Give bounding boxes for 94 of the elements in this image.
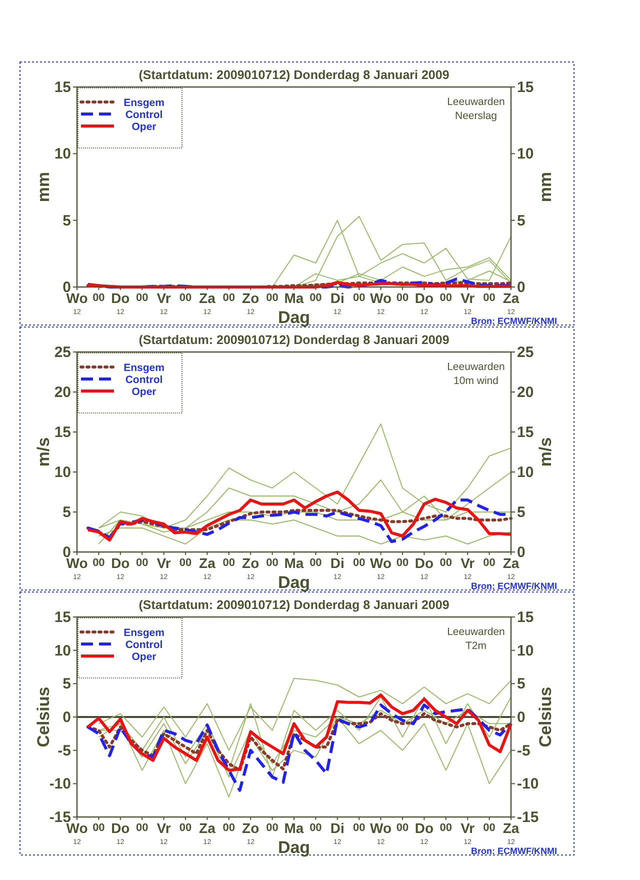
x-tick-label: 00 xyxy=(222,292,236,304)
legend-label: Control xyxy=(125,374,163,386)
y2-tick-label: -5 xyxy=(517,742,530,760)
y-tick-label: 5 xyxy=(62,676,71,693)
y-tick-label: 15 xyxy=(54,609,71,626)
y2-tick-label: 0 xyxy=(517,709,526,726)
y-tick-label: -5 xyxy=(58,742,71,760)
x-tick-label: 00 xyxy=(483,292,496,304)
y2-tick-label: 20 xyxy=(517,384,534,401)
legend-label: Oper xyxy=(132,651,156,663)
x-tick-label: 00 xyxy=(179,822,192,834)
legend-label: Ensgem xyxy=(124,362,164,374)
y-tick-label: 20 xyxy=(54,384,71,401)
y-tick-label: -10 xyxy=(49,776,71,793)
x-tick-label: 00 xyxy=(352,822,366,834)
x-axis-title: Dag xyxy=(278,308,310,327)
y2-tick-label: 15 xyxy=(517,79,534,96)
x-tick-label: 00 xyxy=(266,822,278,834)
x-tick-label: 00 xyxy=(483,557,496,569)
x-tick-label: 00 xyxy=(222,557,236,569)
x-tick-label: 00 xyxy=(266,292,278,304)
y2-tick-label: 10 xyxy=(517,146,534,163)
annotation: Leeuwarden xyxy=(447,361,506,373)
x-tick-label: 00 xyxy=(92,292,105,304)
x-tick-label: 00 xyxy=(440,292,452,304)
x-tick-label: 00 xyxy=(396,557,409,569)
y2-tick-label: 15 xyxy=(517,609,534,626)
x-tick-label: 00 xyxy=(136,292,148,304)
y2-tick-label: 15 xyxy=(517,424,534,441)
legend-label: Oper xyxy=(132,121,156,133)
x-tick-label: 00 xyxy=(483,822,496,834)
y2-tick-label: 5 xyxy=(517,212,526,230)
y-tick-label: 15 xyxy=(54,79,71,96)
x-tick-label: 00 xyxy=(310,292,322,304)
legend-label: Control xyxy=(125,639,163,651)
x-tick-label: 00 xyxy=(179,292,192,304)
y-tick-label: 5 xyxy=(62,212,71,230)
annotation: T2m xyxy=(466,640,487,652)
y-tick-label: 10 xyxy=(54,464,71,481)
x-tick-label: 00 xyxy=(136,557,148,569)
y-tick-label: 0 xyxy=(62,709,71,726)
y-tick-label: 25 xyxy=(54,344,71,361)
y-tick-label: 10 xyxy=(54,146,71,163)
y-axis-title: m/s xyxy=(34,437,53,467)
x-tick-label: 00 xyxy=(310,822,322,834)
y2-tick-label: -15 xyxy=(517,809,539,826)
x-tick-label: 00 xyxy=(222,822,236,834)
x-tick-label: 00 xyxy=(440,557,452,569)
y2-tick-label: -10 xyxy=(517,776,539,793)
x-tick-label: 00 xyxy=(352,292,366,304)
y2-tick-label: 10 xyxy=(517,464,534,481)
y-tick-label: 10 xyxy=(54,642,71,660)
x-tick-label: Ma xyxy=(284,290,304,306)
text: Bron: ECMWF/KNMI xyxy=(471,581,557,591)
y-tick-label: 5 xyxy=(62,504,71,521)
x-tick-label: 00 xyxy=(92,557,105,569)
chart-title: (Startdatum: 2009010712) Donderdag 8 Januari 2009 xyxy=(138,598,450,612)
x-tick-label: 00 xyxy=(396,292,409,304)
annotation: Leeuwarden xyxy=(447,96,506,108)
x-axis-title: Dag xyxy=(278,573,310,592)
annotation: 10m wind xyxy=(454,375,499,387)
chart-title: (Startdatum: 2009010712) Donderdag 8 Januari 2009 xyxy=(138,333,450,347)
x-axis-title: Dag xyxy=(278,838,310,857)
y2-tick-label: 5 xyxy=(517,676,526,693)
annotation: Leeuwarden xyxy=(447,626,506,638)
x-tick-label: Ma xyxy=(284,555,304,571)
y2-axis-title: Celsius xyxy=(536,686,555,748)
x-tick-label: 00 xyxy=(310,557,322,569)
legend-label: Control xyxy=(125,109,163,121)
annotation: Neerslag xyxy=(454,110,498,122)
y-axis-title: Celsius xyxy=(34,686,53,748)
text: Bron: ECMWF/KNMI xyxy=(471,846,557,856)
y2-axis-title: m/s xyxy=(536,437,555,467)
legend-label: Oper xyxy=(132,386,156,398)
x-tick-label: Ma xyxy=(284,820,304,836)
y2-tick-label: 0 xyxy=(517,279,526,296)
y2-tick-label: 5 xyxy=(517,504,526,521)
x-tick-label: 00 xyxy=(396,822,409,834)
legend-label: Ensgem xyxy=(124,97,164,109)
x-tick-label: 00 xyxy=(136,822,148,834)
y2-tick-label: 10 xyxy=(517,642,534,660)
y2-tick-label: 25 xyxy=(517,344,534,361)
text: Bron: ECMWF/KNMI xyxy=(471,316,557,326)
x-tick-label: 00 xyxy=(266,557,278,569)
chart-title: (Startdatum: 2009010712) Donderdag 8 Januari 2009 xyxy=(138,68,450,82)
y2-axis-title: mm xyxy=(536,172,555,202)
y2-tick-label: 0 xyxy=(517,544,526,561)
y-tick-label: 15 xyxy=(54,424,71,441)
x-tick-label: 00 xyxy=(440,822,452,834)
x-tick-label: 00 xyxy=(92,822,105,834)
legend-label: Ensgem xyxy=(124,627,164,639)
x-tick-label: 00 xyxy=(179,557,192,569)
y-axis-title: mm xyxy=(34,172,53,202)
x-tick-label: 00 xyxy=(352,557,366,569)
